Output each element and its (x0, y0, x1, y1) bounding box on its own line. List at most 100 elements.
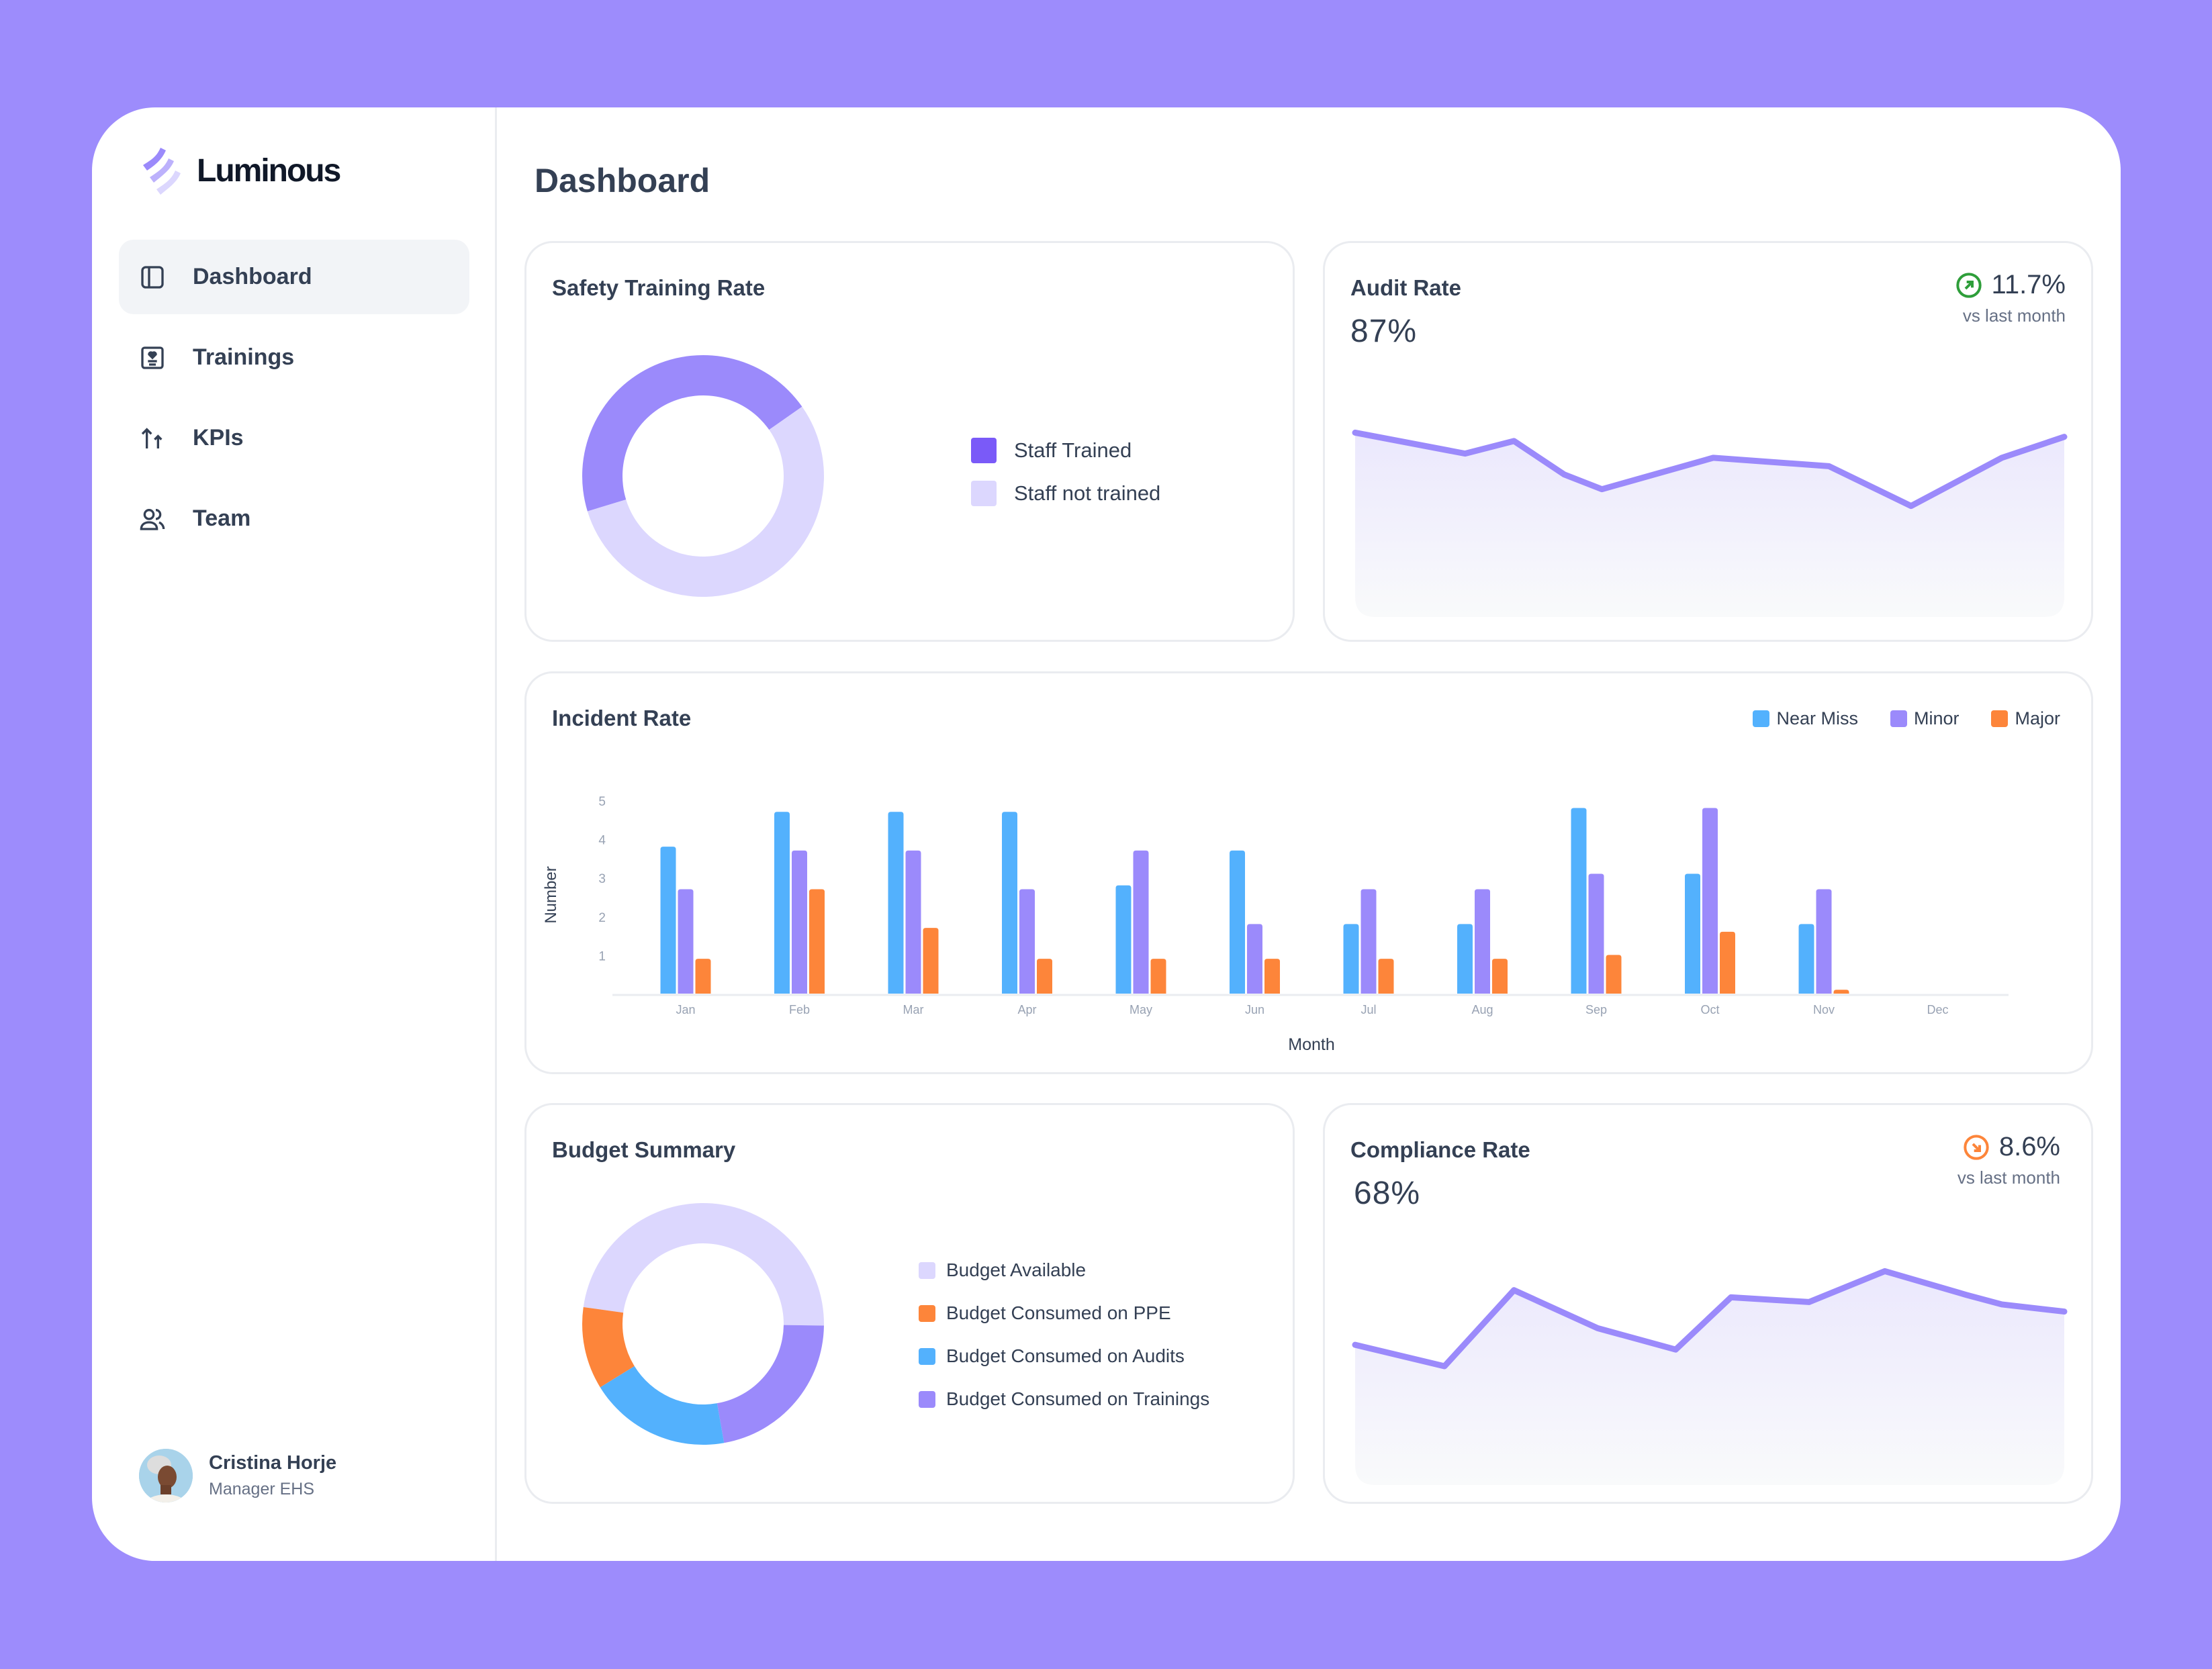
trend-down-icon (1964, 1134, 1989, 1160)
bar-minor[interactable] (1361, 889, 1377, 994)
arrows-up-icon (141, 427, 163, 448)
page-title: Dashboard (535, 162, 710, 199)
budget-donut-chart (582, 1203, 824, 1445)
x-tick-label: Dec (1927, 1003, 1948, 1016)
area-fill (1355, 1271, 2064, 1485)
bar-major[interactable] (1264, 959, 1280, 994)
budget-summary-card: Budget Summary Budget Available Budget C… (524, 1103, 1295, 1504)
bar-major[interactable] (695, 959, 711, 994)
sidebar-item-label: Dashboard (193, 264, 312, 289)
compliance-area-chart (1352, 1268, 2068, 1485)
incident-rate-card: Incident Rate Near Miss Minor Major Numb… (524, 671, 2093, 1074)
x-tick-label: Jun (1245, 1003, 1264, 1016)
sidebar-nav: Dashboard Trainings KPIs Team (119, 240, 469, 562)
compliance-delta-caption: vs last month (1957, 1167, 2060, 1188)
compliance-delta-value: 8.6% (1998, 1132, 2060, 1161)
legend-item-major[interactable]: Major (1991, 708, 2060, 729)
legend-item-budget-trainings: Budget Consumed on Trainings (919, 1378, 1209, 1421)
legend-label: Major (2015, 708, 2060, 728)
bar-minor[interactable] (792, 850, 807, 994)
sidebar-item-kpis[interactable]: KPIs (119, 401, 469, 475)
bar-major[interactable] (1037, 959, 1052, 994)
audit-delta-caption: vs last month (1962, 305, 2066, 326)
bar-near-miss[interactable] (660, 847, 676, 994)
safety-donut-chart (582, 355, 824, 598)
series-line (1352, 1268, 2068, 1370)
x-tick-label: Jul (1361, 1003, 1376, 1016)
bar-minor[interactable] (905, 850, 921, 994)
bar-near-miss[interactable] (888, 812, 904, 994)
bar-near-miss[interactable] (1457, 924, 1473, 994)
card-title: Safety Training Rate (552, 275, 766, 300)
bar-near-miss[interactable] (1115, 885, 1132, 994)
y-tick-label: 1 (598, 949, 606, 963)
user-profile[interactable]: Cristina Horje Manager EHS (139, 1449, 336, 1503)
donut-slice[interactable] (582, 1306, 635, 1388)
logo[interactable]: Luminous (138, 145, 341, 196)
bar-near-miss[interactable] (1685, 873, 1700, 994)
bar-minor[interactable] (1816, 889, 1832, 994)
sidebar-item-label: KPIs (193, 425, 244, 450)
layout-sidebar-icon (141, 265, 164, 289)
bar-near-miss[interactable] (1230, 850, 1245, 994)
donut-slice[interactable] (583, 1203, 824, 1326)
legend-label: Budget Consumed on Trainings (946, 1388, 1210, 1409)
legend-item-near-miss[interactable]: Near Miss (1753, 708, 1858, 729)
bar-near-miss[interactable] (1002, 812, 1017, 994)
bar-minor[interactable] (1475, 889, 1490, 994)
bar-minor[interactable] (1588, 873, 1604, 994)
y-tick-label: 2 (598, 911, 606, 925)
bar-near-miss[interactable] (1343, 924, 1359, 994)
audit-delta: 11.7% vs last month (1955, 270, 2066, 326)
bar-near-miss[interactable] (1571, 808, 1587, 994)
bar-major[interactable] (1720, 931, 1735, 994)
bar-near-miss[interactable] (1798, 924, 1814, 994)
audit-delta-value: 11.7% (1991, 270, 2066, 299)
x-tick-label: Jan (676, 1003, 695, 1016)
x-tick-label: Feb (789, 1003, 810, 1016)
app-window: Luminous Dashboard Trainings KPIs Team (92, 107, 2121, 1561)
donut-slice[interactable] (600, 1366, 725, 1445)
donut-slice[interactable] (582, 355, 802, 512)
bar-major[interactable] (1833, 990, 1849, 994)
bar-major[interactable] (923, 928, 939, 994)
legend-swatch (919, 1261, 935, 1279)
legend-item-budget-ppe: Budget Consumed on PPE (919, 1292, 1209, 1335)
avatar (139, 1449, 193, 1503)
card-title: Incident Rate (552, 706, 692, 730)
sidebar-item-dashboard[interactable]: Dashboard (119, 240, 469, 314)
legend-label: Staff Trained (1014, 438, 1132, 462)
compliance-rate-card: Compliance Rate 68% 8.6% vs last month (1323, 1103, 2093, 1504)
sidebar-item-trainings[interactable]: Trainings (119, 320, 469, 395)
x-tick-label: Aug (1471, 1003, 1493, 1016)
legend-label: Minor (1913, 708, 1960, 728)
bar-near-miss[interactable] (774, 812, 790, 994)
bar-major[interactable] (1606, 955, 1622, 994)
bar-major[interactable] (1378, 959, 1394, 994)
bar-major[interactable] (809, 889, 825, 994)
legend-item-staff-not-trained: Staff not trained (971, 481, 1160, 506)
donut-slice[interactable] (717, 1325, 824, 1443)
card-title: Audit Rate (1350, 275, 1461, 300)
y-tick-label: 4 (598, 834, 606, 848)
incident-bar-chart: Number Month 1 2 3 4 5 Jan Feb Mar Apr May Jun Jul A… (542, 795, 2009, 1054)
bar-major[interactable] (1492, 959, 1508, 994)
bar-minor[interactable] (1702, 808, 1718, 994)
y-tick-label: 3 (598, 872, 606, 886)
legend-swatch (919, 1390, 935, 1408)
bar-minor[interactable] (1133, 850, 1149, 994)
bar-minor[interactable] (678, 889, 694, 994)
audit-rate-value: 87% (1350, 314, 1418, 349)
legend-swatch (1753, 710, 1770, 727)
bar-minor[interactable] (1019, 889, 1035, 994)
bar-major[interactable] (1150, 959, 1166, 994)
sidebar-item-team[interactable]: Team (119, 481, 469, 556)
bar-minor[interactable] (1247, 924, 1262, 994)
area-fill (1355, 432, 2064, 617)
compliance-rate-value: 68% (1354, 1176, 1421, 1211)
donut-slice[interactable] (587, 406, 824, 598)
legend-label: Budget Consumed on Audits (946, 1345, 1185, 1366)
legend-label: Budget Consumed on PPE (946, 1302, 1171, 1323)
legend-label: Budget Available (946, 1259, 1087, 1280)
legend-item-minor[interactable]: Minor (1890, 708, 1960, 729)
